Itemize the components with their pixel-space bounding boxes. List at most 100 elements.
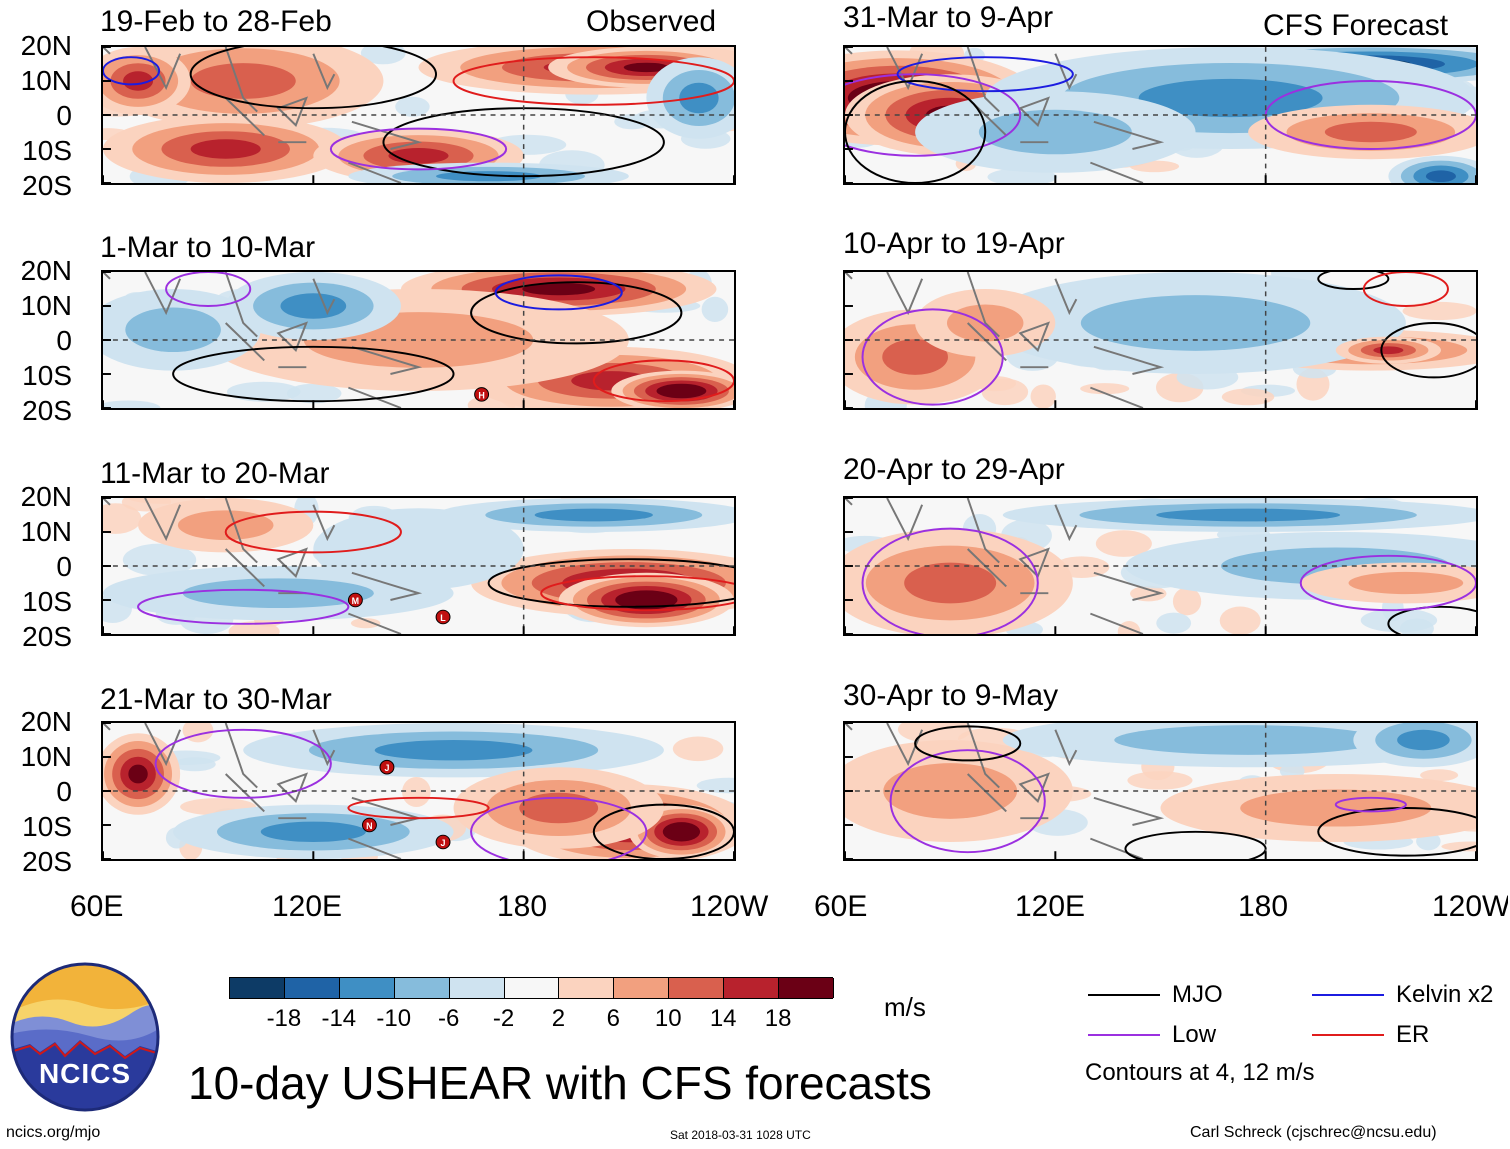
panel-title-obs-2: 11-Mar to 20-Mar (100, 457, 330, 490)
contour-line (592, 803, 734, 859)
anomaly-blob (1080, 295, 1311, 351)
y-tick-label: 0 (56, 100, 72, 131)
heatmap-panel-obs-0 (101, 45, 736, 185)
anomaly-blob (280, 293, 347, 319)
anomaly-cell (286, 383, 342, 404)
colorbar-tick-label: 10 (654, 1005, 682, 1032)
contour-line (154, 728, 332, 799)
heatmap-panel-fcst-1 (843, 270, 1478, 410)
anomaly-cell (701, 296, 729, 322)
anomaly-blob (374, 740, 533, 761)
y-tick-label: 20N (20, 481, 72, 512)
y-tick-label: 20N (20, 30, 72, 61)
colorbar-tick-label: -10 (376, 1005, 412, 1032)
contour-line (224, 510, 402, 554)
field-svg: H (103, 272, 734, 408)
x-tick-label: 120W (1432, 892, 1508, 922)
x-tick-label: 60E (70, 890, 124, 923)
panel-title-fcst-3: 30-Apr to 9-May (843, 679, 1059, 712)
contour-line (137, 588, 350, 625)
legend-line-mjo (1088, 984, 1160, 986)
legend-line (1312, 994, 1384, 996)
y-tick-label: 10S (22, 360, 72, 391)
contour-line (914, 725, 1022, 762)
heatmap-panel-fcst-2 (843, 496, 1478, 636)
colorbar-tick-label: -18 (266, 1005, 302, 1032)
legend-line (1088, 1034, 1160, 1036)
storm-marker: N (361, 817, 377, 833)
colorbar-unit: m/s (884, 992, 926, 1022)
anomaly-cell (402, 776, 431, 808)
contour-line (1317, 807, 1476, 857)
anomaly-blob (679, 82, 719, 114)
anomaly-cell (696, 777, 734, 794)
contour-line (1334, 796, 1407, 813)
anomaly-cell (1172, 587, 1202, 616)
legend-label: ER (1396, 1021, 1430, 1048)
storm-marker: J (435, 834, 451, 850)
colorbar-tick-label: 6 (606, 1005, 621, 1032)
y-tick-label: 10S (22, 586, 72, 617)
colorbar-swatch (230, 978, 285, 998)
anomaly-cell (103, 400, 161, 408)
forecast-label: CFS Forecast (1263, 9, 1449, 42)
storm-marker: H (474, 387, 490, 402)
contour-line (592, 359, 734, 403)
storm-marker-label: L (440, 613, 446, 623)
panel-title-fcst-1: 10-Apr to 19-Apr (843, 227, 1065, 260)
y-tick-label: 20S (22, 846, 72, 877)
heatmap-panel-obs-1: H (101, 270, 736, 410)
y-tick-label: 10N (20, 65, 72, 96)
anomaly-blob (313, 508, 524, 590)
contour-line (845, 80, 987, 183)
y-tick-label: 20S (22, 395, 72, 426)
y-tick-label: 10N (20, 290, 72, 321)
anomaly-cell (1402, 301, 1476, 321)
colorbar-swatch (779, 978, 834, 998)
anomaly-cell (1156, 612, 1192, 634)
anomaly-cell (226, 381, 301, 402)
field-svg (103, 47, 734, 183)
anomaly-blob (1425, 170, 1456, 183)
contour-line (896, 56, 1074, 93)
anomaly-blob (904, 562, 997, 604)
contour-line (494, 274, 623, 311)
field-svg: J N J (103, 723, 734, 859)
y-tick-label: 20S (22, 621, 72, 652)
field-svg: ML (103, 498, 734, 634)
contour-line (889, 749, 1046, 854)
y-tick-label: 0 (56, 551, 72, 582)
contour-line (540, 575, 734, 612)
anomaly-cell (1127, 771, 1193, 790)
contour-line (189, 47, 437, 110)
contour-line (165, 272, 252, 307)
colorbar-tick-label: 18 (764, 1005, 792, 1032)
colorbar-swatch (614, 978, 670, 998)
colorbar-swatch (724, 978, 780, 998)
ncics-logo[interactable]: NCICS (10, 962, 160, 1112)
colorbar (229, 977, 834, 999)
colorbar-swatch (669, 978, 725, 998)
y-tick-label: 10N (20, 516, 72, 547)
field-svg (845, 272, 1476, 408)
field-svg (845, 498, 1476, 634)
anomaly-blob (629, 594, 664, 606)
anomaly-blob (883, 763, 1018, 819)
footer-url[interactable]: ncics.org/mjo (6, 1124, 101, 1141)
anomaly-cell (350, 618, 381, 629)
y-tick-label: 0 (56, 776, 72, 807)
x-tick-label: 60E (814, 890, 868, 923)
contour-line (487, 558, 734, 608)
coastline (845, 498, 1165, 634)
contour-line (452, 56, 734, 106)
panel-title-fcst-0: 31-Mar to 9-Apr (843, 1, 1054, 34)
colorbar-swatch (339, 978, 395, 998)
anomaly-cell (672, 736, 724, 762)
storm-marker: J (379, 759, 395, 775)
anomaly-blob (388, 148, 449, 164)
y-tick-label: 20N (20, 255, 72, 286)
contour-line (1124, 830, 1267, 859)
ncics-logo-art (10, 962, 160, 1112)
contour-line (861, 308, 1004, 406)
anomaly-blob (1348, 571, 1464, 595)
